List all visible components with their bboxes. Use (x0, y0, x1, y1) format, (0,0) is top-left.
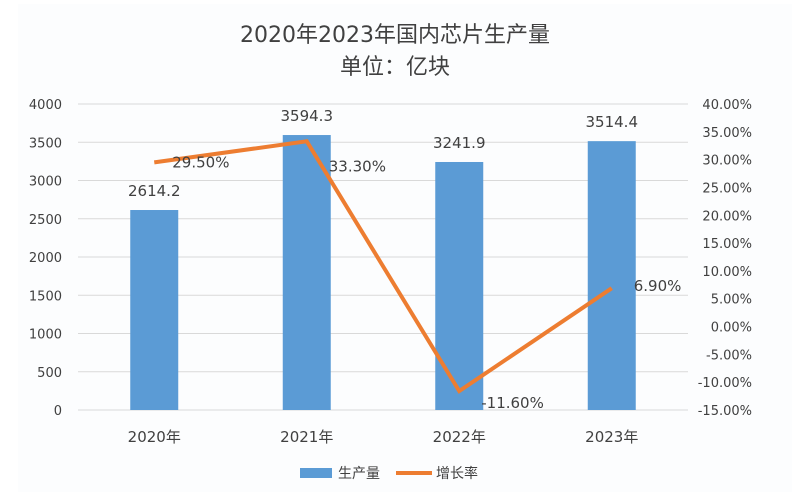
line-data-label: -11.60% (481, 394, 544, 412)
growth-line (153, 139, 613, 394)
x-tick-label: 2020年 (128, 428, 181, 446)
y-left-tick-label: 2500 (29, 213, 62, 228)
legend: 生产量 增长率 (300, 465, 478, 482)
bar (130, 210, 179, 410)
y-right-tick-label: -10.00% (698, 376, 752, 391)
y-right-tick-label: 35.00% (702, 126, 752, 141)
legend-label-bar: 生产量 (338, 466, 380, 482)
y-right-tick-label: 0.00% (711, 321, 752, 336)
y-right-tick-label: 30.00% (702, 154, 752, 169)
bar (587, 141, 636, 410)
bar (435, 161, 484, 410)
bar-data-label: 2614.2 (128, 182, 181, 200)
y-left-tick-label: 4000 (29, 98, 62, 113)
y-right-tick-label: -5.00% (706, 348, 752, 363)
y-right-tick-label: 10.00% (702, 265, 752, 280)
y-left-tick-label: 3500 (29, 136, 62, 151)
y-left-tick-label: 2000 (29, 251, 62, 266)
bar-data-label: 3594.3 (281, 107, 334, 125)
y-right-tick-label: -15.00% (698, 404, 752, 419)
y-right-tick-label: 15.00% (702, 237, 752, 252)
chart-subtitle: 单位：亿块 (340, 55, 450, 80)
y-left-tick-label: 500 (37, 366, 62, 381)
y-left-tick-label: 3000 (29, 175, 62, 190)
y-right-tick-label: 20.00% (702, 209, 752, 224)
line-data-label: 6.90% (634, 277, 682, 295)
y-left-tick-label: 1000 (29, 328, 62, 343)
y-right-tick-label: 25.00% (702, 181, 752, 196)
x-tick-label: 2023年 (585, 428, 638, 446)
x-tick-label: 2021年 (280, 428, 333, 446)
bar (282, 135, 331, 410)
y-left-tick-label: 1500 (29, 289, 62, 304)
line-data-label: 33.30% (329, 157, 386, 175)
chart-title: 2020年2023年国内芯片生产量 (240, 23, 550, 48)
y-left-tick-label: 0 (54, 404, 62, 419)
bar-data-label: 3514.4 (586, 113, 639, 131)
legend-label-line: 增长率 (436, 465, 478, 482)
bar-data-label: 3241.9 (433, 134, 486, 152)
y-right-tick-label: 40.00% (702, 98, 752, 113)
legend-swatch-bar (300, 468, 332, 478)
line-data-label: 29.50% (172, 153, 229, 171)
y-right-tick-label: 5.00% (711, 293, 752, 308)
x-tick-label: 2022年 (433, 428, 486, 446)
